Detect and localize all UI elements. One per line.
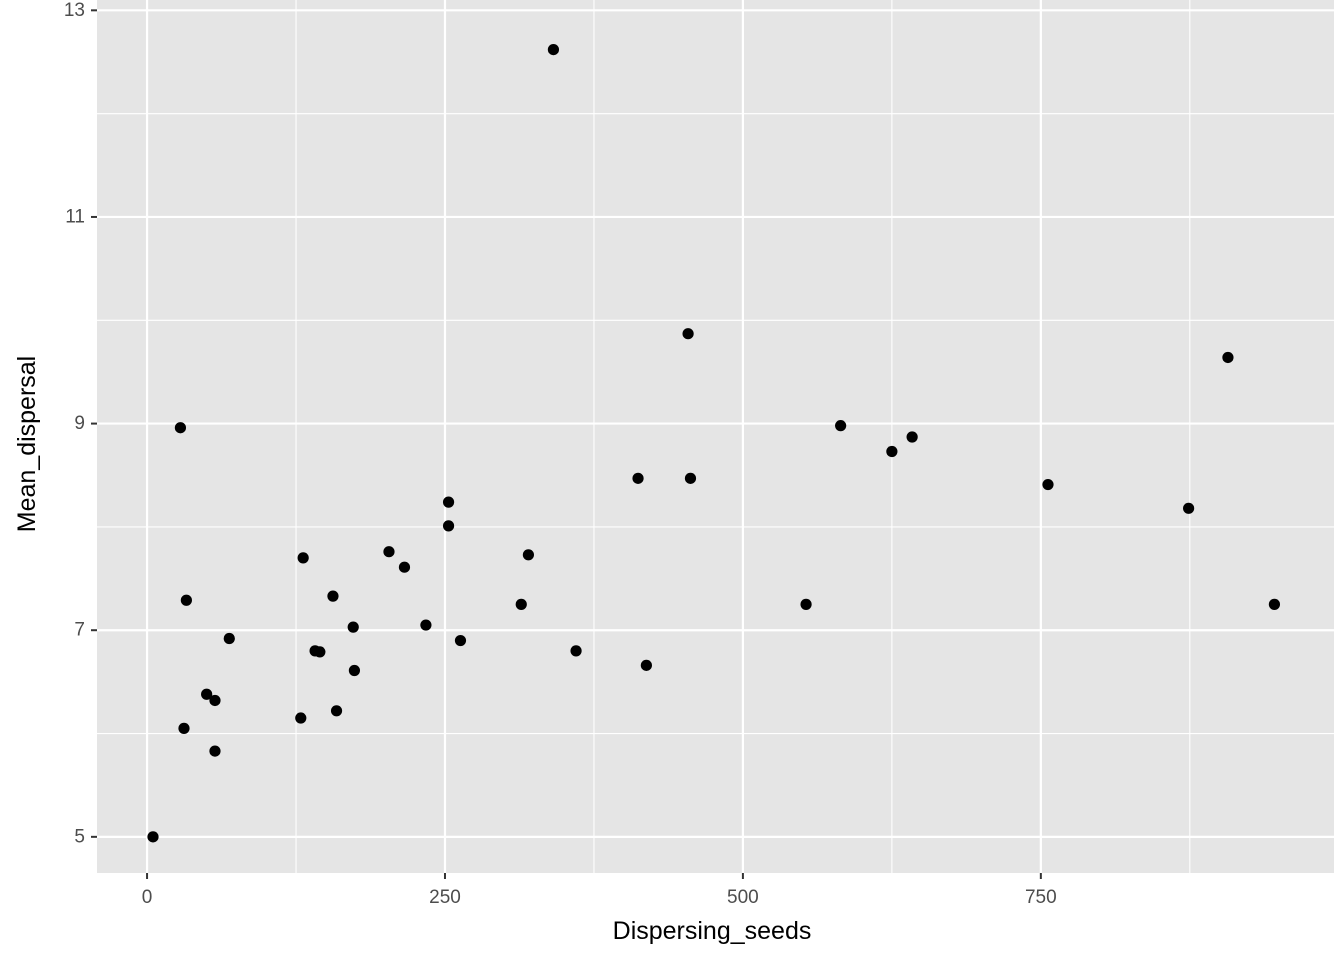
data-point (209, 694, 221, 707)
y-axis-title: Mean_dispersal (13, 356, 41, 533)
data-point (632, 472, 644, 484)
y-tick-label: 11 (65, 206, 85, 227)
data-point (454, 634, 467, 647)
data-point (547, 43, 560, 56)
data-point (800, 598, 812, 610)
data-point (640, 659, 652, 671)
data-point (684, 472, 697, 484)
data-points (147, 43, 1281, 843)
data-point (180, 594, 192, 606)
data-point (682, 328, 694, 340)
data-point (348, 664, 361, 677)
data-point (147, 831, 159, 843)
plot-panel (97, 0, 1334, 873)
x-axis-title: Dispersing_seeds (613, 917, 812, 945)
data-point (178, 722, 190, 734)
data-point (1222, 351, 1234, 364)
data-point (297, 552, 309, 564)
data-point (570, 645, 582, 657)
grid-minor (97, 0, 1334, 873)
data-point (209, 745, 221, 757)
data-point (1268, 598, 1281, 610)
data-point (347, 621, 359, 633)
data-point (1183, 502, 1195, 514)
data-point (330, 705, 343, 717)
x-tick-label: 250 (429, 887, 461, 908)
grid-major (97, 0, 1334, 873)
data-point (886, 445, 898, 458)
data-point (223, 632, 235, 645)
y-tick-label: 7 (74, 620, 85, 641)
data-point (442, 520, 455, 532)
data-point (314, 646, 326, 658)
x-axis: 0 250 500 750 (142, 873, 1057, 908)
data-point (201, 688, 213, 700)
data-point (398, 561, 411, 573)
data-point (835, 420, 847, 432)
data-point (420, 619, 432, 631)
data-point (174, 422, 187, 434)
data-point (442, 496, 455, 508)
data-point (327, 590, 339, 602)
data-point (295, 712, 307, 724)
y-tick-label: 5 (74, 826, 85, 847)
y-axis: 5 7 9 11 13 (64, 0, 97, 847)
data-point (515, 598, 527, 610)
x-tick-label: 0 (142, 887, 153, 908)
data-point (1042, 478, 1054, 491)
data-point (383, 546, 395, 558)
y-tick-label: 9 (74, 413, 85, 434)
data-point (906, 431, 918, 443)
x-tick-label: 750 (1025, 887, 1057, 908)
data-point (522, 549, 535, 561)
y-tick-label: 13 (64, 0, 85, 21)
x-tick-label: 500 (727, 887, 759, 908)
